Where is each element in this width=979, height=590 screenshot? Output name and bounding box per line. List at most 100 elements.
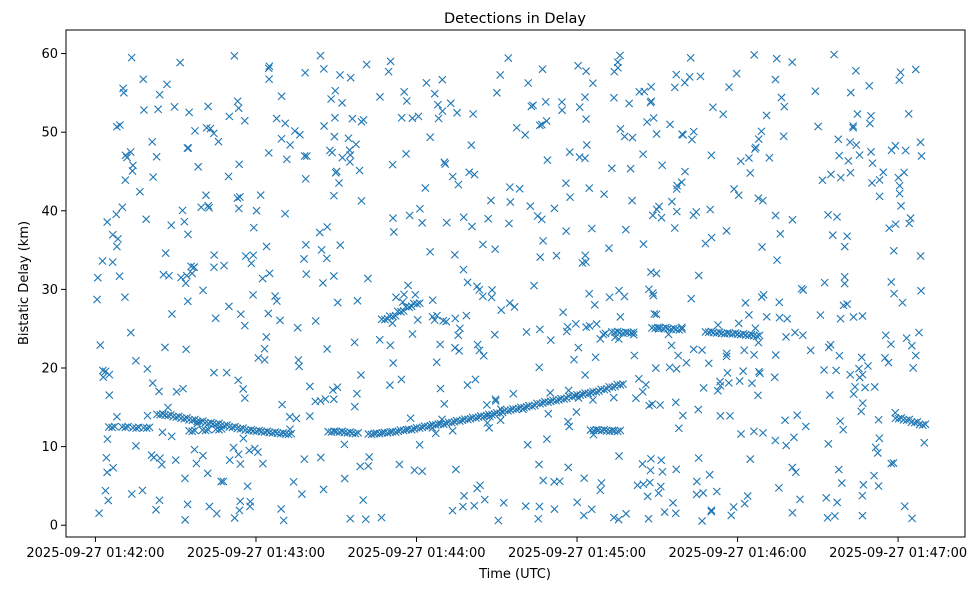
- noise-point: [806, 346, 815, 355]
- noise-point: [600, 190, 609, 199]
- noise-point: [302, 152, 311, 161]
- noise-point: [467, 222, 476, 231]
- noise-point: [331, 86, 340, 95]
- noise-point: [651, 364, 660, 373]
- noise-point: [529, 101, 538, 110]
- track-point: [263, 427, 272, 436]
- noise-point: [183, 500, 192, 509]
- noise-point: [492, 88, 501, 97]
- noise-point: [660, 508, 669, 517]
- noise-point: [607, 164, 616, 173]
- noise-point: [582, 140, 591, 149]
- noise-point: [599, 330, 608, 339]
- track-point: [236, 424, 245, 433]
- track-point: [204, 425, 213, 434]
- noise-point: [609, 393, 618, 402]
- noise-point: [822, 493, 831, 502]
- noise-point: [345, 146, 354, 155]
- noise-point: [858, 399, 867, 408]
- noise-point: [870, 382, 879, 391]
- noise-point: [875, 175, 884, 184]
- noise-point: [858, 491, 867, 500]
- noise-point: [277, 134, 286, 143]
- track-point: [399, 426, 408, 435]
- noise-point: [666, 120, 674, 129]
- track-point: [752, 332, 761, 341]
- noise-point: [172, 387, 181, 396]
- noise-point: [451, 314, 460, 323]
- noise-point: [430, 89, 439, 98]
- noise-point: [625, 99, 634, 108]
- noise-point: [581, 370, 590, 379]
- noise-point: [142, 215, 151, 224]
- noise-point: [479, 351, 488, 360]
- noise-point: [672, 185, 681, 193]
- noise-point: [920, 438, 929, 447]
- noise-point: [315, 228, 324, 237]
- noise-point: [911, 351, 920, 360]
- track-point: [190, 426, 199, 435]
- noise-point: [881, 331, 890, 340]
- noise-point: [689, 127, 698, 136]
- noise-point: [400, 290, 409, 299]
- noise-point: [300, 151, 309, 160]
- noise-point: [362, 60, 371, 69]
- noise-point: [665, 363, 674, 372]
- noise-point: [706, 205, 715, 214]
- noise-point: [179, 384, 188, 393]
- noise-point: [798, 331, 807, 340]
- noise-point: [385, 381, 394, 390]
- noise-point: [610, 67, 619, 76]
- track-point: [367, 430, 376, 439]
- noise-point: [574, 61, 583, 70]
- noise-point: [345, 157, 354, 166]
- noise-point: [692, 490, 701, 499]
- y-tick-label: 30: [41, 283, 58, 298]
- noise-point: [422, 78, 431, 87]
- track-point: [207, 418, 216, 427]
- track-point: [415, 424, 424, 433]
- noise-point: [840, 242, 849, 251]
- noise-point: [485, 423, 494, 432]
- noise-point: [138, 486, 147, 495]
- noise-point: [654, 489, 663, 498]
- noise-point: [410, 466, 419, 475]
- noise-point: [338, 98, 347, 107]
- noise-point: [552, 251, 561, 260]
- noise-point: [854, 364, 863, 373]
- plot-frame: [65, 29, 966, 538]
- track-point: [110, 422, 119, 431]
- noise-point: [285, 412, 294, 421]
- noise-point: [846, 138, 855, 147]
- noise-point: [857, 407, 866, 416]
- noise-point: [258, 274, 267, 283]
- noise-point: [667, 197, 676, 206]
- noise-point: [590, 300, 599, 309]
- noise-point: [673, 181, 682, 190]
- noise-point: [329, 395, 338, 404]
- noise-point: [687, 294, 696, 303]
- noise-point: [277, 504, 286, 513]
- noise-point: [459, 265, 468, 274]
- noise-point: [118, 203, 127, 212]
- noise-point: [338, 153, 347, 162]
- noise-point: [887, 278, 896, 287]
- noise-point: [646, 454, 655, 463]
- noise-point: [103, 468, 112, 477]
- noise-point: [292, 414, 301, 423]
- noise-point: [361, 515, 370, 524]
- noise-point: [614, 335, 623, 344]
- track-point: [279, 428, 288, 437]
- track-point: [755, 331, 764, 340]
- y-tick-label: 60: [41, 47, 58, 62]
- track-point: [910, 418, 919, 427]
- track-point: [669, 324, 678, 333]
- noise-point: [496, 416, 505, 425]
- track-point: [894, 414, 903, 423]
- noise-point: [685, 72, 694, 81]
- noise-point: [730, 185, 739, 194]
- noise-point: [846, 370, 855, 379]
- track-point: [520, 403, 529, 412]
- noise-point: [740, 499, 749, 508]
- noise-point: [601, 329, 610, 338]
